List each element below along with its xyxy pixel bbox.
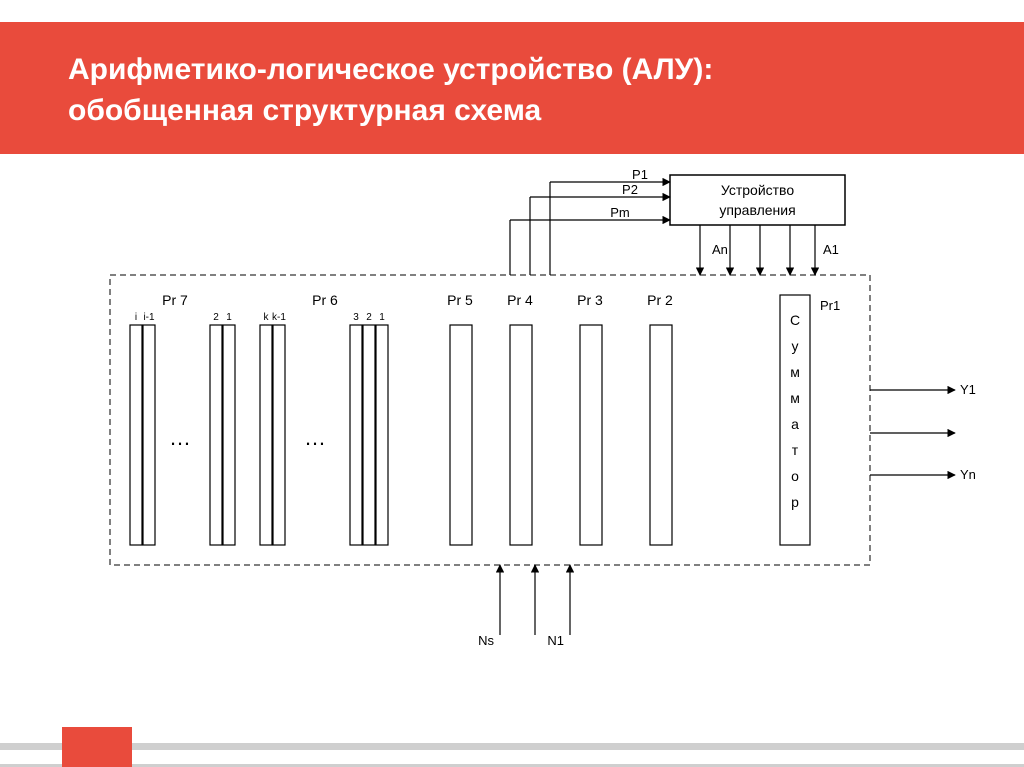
register-ellipsis-1: … [304, 425, 326, 450]
register-cell-1-1 [273, 325, 285, 545]
register-cell-top-0-3: 1 [226, 312, 232, 323]
register-cell-3-0 [510, 325, 532, 545]
register-ellipsis-0: … [169, 425, 191, 450]
p-label-P2: P2 [622, 182, 638, 197]
register-cell-1-0 [260, 325, 272, 545]
a-label-a1: A1 [823, 242, 839, 257]
register-cell-0-1 [143, 325, 155, 545]
summator-letter-7: р [791, 494, 799, 510]
summator-letter-3: м [790, 390, 800, 406]
register-cell-2-0 [450, 325, 472, 545]
summator-label-pr1: Pr1 [820, 298, 840, 313]
a-label-an: An [712, 242, 728, 257]
slide-footer [0, 727, 1024, 767]
title-line-2: обобщенная структурная схема [68, 94, 541, 127]
register-cell-4-0 [580, 325, 602, 545]
p-label-Pm: Pm [610, 205, 630, 220]
header-top-gap [0, 0, 1024, 22]
register-cell-top-1-2: 3 [353, 312, 359, 323]
y-label-yn: Yn [960, 467, 976, 482]
register-cell-top-1-4: 1 [379, 312, 385, 323]
control-unit-label-2: управления [719, 202, 795, 218]
register-label-Pr6: Pr 6 [312, 292, 338, 308]
summator-letter-6: о [791, 468, 799, 484]
register-cell-top-1-1: k-1 [272, 312, 286, 323]
slide-header: Арифметико-логическое устройство (АЛУ): … [0, 0, 1024, 154]
diagram-svg: УстройствоуправленияP1P2PmAnA1Pr 7ii-121… [60, 165, 980, 665]
register-cell-0-3 [223, 325, 235, 545]
register-cell-top-1-0: k [264, 312, 270, 323]
register-cell-1-3 [363, 325, 375, 545]
register-cell-1-2 [350, 325, 362, 545]
register-label-Pr5: Pr 5 [447, 292, 473, 308]
register-label-Pr2: Pr 2 [647, 292, 673, 308]
register-cell-top-1-3: 2 [366, 312, 372, 323]
summator-letter-1: у [792, 338, 799, 354]
slide: Арифметико-логическое устройство (АЛУ): … [0, 0, 1024, 767]
register-cell-top-0-2: 2 [213, 312, 219, 323]
register-cell-top-0-0: i [135, 312, 137, 323]
summator-letter-4: а [791, 416, 799, 432]
summator-letter-5: т [792, 442, 799, 458]
footer-red-block [62, 727, 132, 767]
summator-letter-2: м [790, 364, 800, 380]
register-cell-5-0 [650, 325, 672, 545]
register-label-Pr3: Pr 3 [577, 292, 603, 308]
control-unit-label-1: Устройство [721, 182, 794, 198]
y-label-y1: Y1 [960, 382, 976, 397]
register-cell-1-4 [376, 325, 388, 545]
register-label-Pr7: Pr 7 [162, 292, 188, 308]
footer-white-bar [0, 750, 1024, 764]
register-cell-0-2 [210, 325, 222, 545]
summator-letter-0: С [790, 312, 800, 328]
register-label-Pr4: Pr 4 [507, 292, 533, 308]
register-cell-0-0 [130, 325, 142, 545]
alu-diagram: УстройствоуправленияP1P2PmAnA1Pr 7ii-121… [60, 165, 980, 665]
page-title: Арифметико-логическое устройство (АЛУ): … [68, 50, 948, 131]
n-label-ns: Ns [478, 633, 494, 648]
register-cell-top-0-1: i-1 [143, 312, 155, 323]
title-line-1: Арифметико-логическое устройство (АЛУ): [68, 53, 713, 86]
n-label-n1: N1 [547, 633, 564, 648]
p-label-P1: P1 [632, 167, 648, 182]
